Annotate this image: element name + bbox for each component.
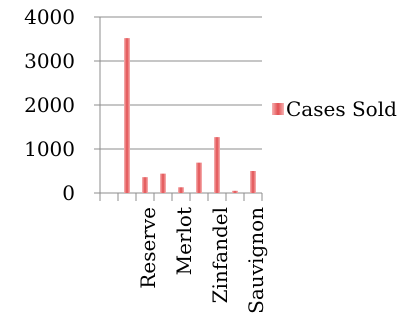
bar-2 [142,177,148,193]
bar-4 [178,187,184,193]
legend-swatch [272,103,284,115]
bar-7 [232,190,238,193]
y-tick-label: 0 [62,181,75,205]
x-tick-label-merlot: Merlot [172,207,196,275]
bar-3 [160,173,166,193]
bar-8 [250,171,256,193]
legend-label: Cases Sold [286,97,397,121]
legend: Cases Sold [272,97,397,121]
x-tick-labels: Reserve Merlot Zinfandel Sauvignon [136,207,268,314]
bar-1 [124,38,130,194]
x-tick-label-reserve: Reserve [136,207,160,289]
bars [124,38,256,194]
bar-6 [214,137,220,193]
y-tick-label: 4000 [24,5,75,29]
y-tick-labels: 0 1000 2000 3000 4000 [24,5,75,205]
x-tick-label-sauvignon: Sauvignon [244,207,268,314]
y-tick-label: 3000 [24,49,75,73]
x-tick-label-zinfandel: Zinfandel [208,207,232,303]
axes [94,16,263,201]
y-tick-label: 2000 [24,93,75,117]
bar-5 [196,162,202,193]
y-tick-label: 1000 [24,137,75,161]
